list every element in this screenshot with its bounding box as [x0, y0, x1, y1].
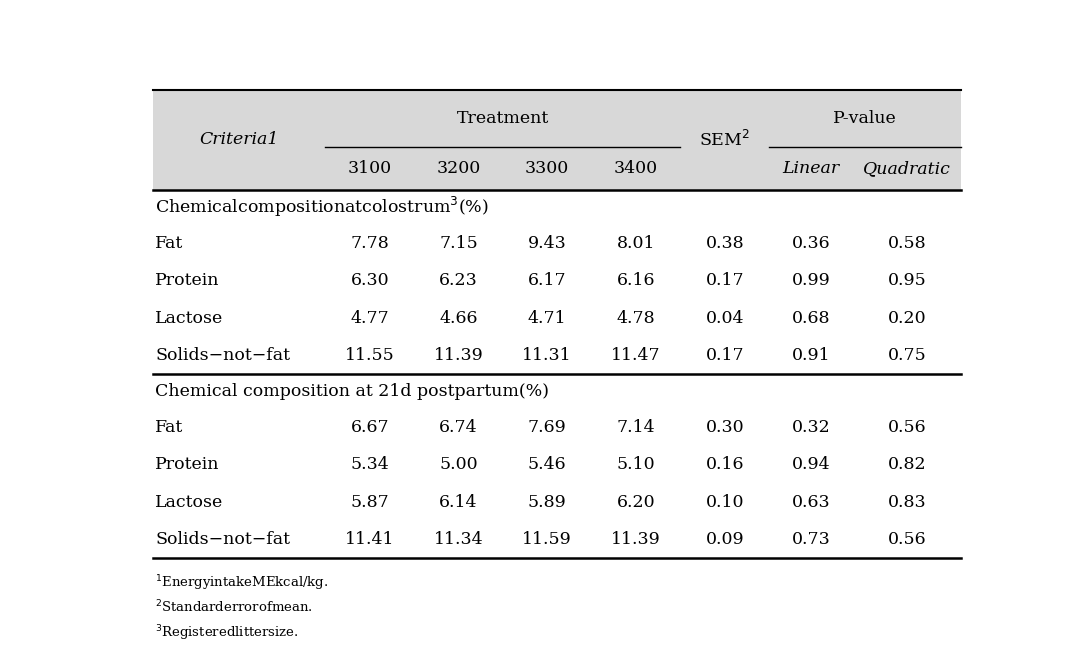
Text: $^{1}$EnergyintakeMEkcal/kg.: $^{1}$EnergyintakeMEkcal/kg. [155, 573, 328, 593]
Text: 6.23: 6.23 [439, 272, 478, 289]
Text: 0.73: 0.73 [792, 531, 831, 548]
Text: 0.95: 0.95 [887, 272, 926, 289]
Text: Chemicalcompositionatcolostrum$^{3}$(%): Chemicalcompositionatcolostrum$^{3}$(%) [155, 195, 489, 219]
Text: 11.39: 11.39 [433, 347, 483, 364]
Text: 11.34: 11.34 [433, 531, 483, 548]
Text: Fat: Fat [155, 419, 184, 436]
Text: 4.78: 4.78 [617, 309, 655, 327]
Text: 6.14: 6.14 [439, 494, 478, 511]
Text: 0.17: 0.17 [706, 347, 744, 364]
Text: P-value: P-value [833, 110, 897, 127]
Text: Protein: Protein [155, 272, 219, 289]
Text: 5.89: 5.89 [528, 494, 567, 511]
Text: 5.46: 5.46 [528, 457, 567, 474]
Text: 3400: 3400 [614, 160, 658, 177]
Text: 5.34: 5.34 [351, 457, 389, 474]
Text: SEM$^{2}$: SEM$^{2}$ [699, 130, 750, 150]
Text: $^{3}$Registeredlittersize.: $^{3}$Registeredlittersize. [155, 623, 299, 642]
Text: 11.59: 11.59 [522, 531, 572, 548]
Text: 4.66: 4.66 [439, 309, 478, 327]
Text: 0.82: 0.82 [887, 457, 926, 474]
Text: 0.68: 0.68 [792, 309, 831, 327]
Text: 11.41: 11.41 [345, 531, 394, 548]
Text: 6.17: 6.17 [528, 272, 567, 289]
Text: Protein: Protein [155, 457, 219, 474]
Text: 0.32: 0.32 [792, 419, 831, 436]
Text: 5.87: 5.87 [351, 494, 389, 511]
Text: 0.56: 0.56 [887, 531, 926, 548]
Text: 11.31: 11.31 [522, 347, 572, 364]
Text: 7.69: 7.69 [528, 419, 567, 436]
Text: Lactose: Lactose [155, 309, 224, 327]
Text: Lactose: Lactose [155, 494, 224, 511]
Text: 6.30: 6.30 [351, 272, 389, 289]
Text: 0.36: 0.36 [792, 235, 831, 252]
Text: 0.99: 0.99 [792, 272, 831, 289]
Text: Treatment: Treatment [457, 110, 550, 127]
Text: 0.10: 0.10 [706, 494, 744, 511]
Text: 6.16: 6.16 [617, 272, 655, 289]
Text: 0.16: 0.16 [706, 457, 744, 474]
Bar [152, 90, 960, 190]
Text: 6.74: 6.74 [439, 419, 478, 436]
Text: 7.14: 7.14 [617, 419, 655, 436]
Text: Solids−not−fat: Solids−not−fat [155, 531, 290, 548]
Text: Chemical composition at 21d postpartum(%): Chemical composition at 21d postpartum(%… [155, 383, 550, 400]
Text: 0.30: 0.30 [706, 419, 744, 436]
Text: 4.71: 4.71 [528, 309, 567, 327]
Text: 11.55: 11.55 [345, 347, 394, 364]
Text: Criteria1: Criteria1 [200, 131, 279, 148]
Text: 0.83: 0.83 [887, 494, 926, 511]
Text: 0.17: 0.17 [706, 272, 744, 289]
Text: 5.10: 5.10 [617, 457, 655, 474]
Text: 8.01: 8.01 [617, 235, 655, 252]
Text: 0.56: 0.56 [887, 419, 926, 436]
Text: 11.39: 11.39 [611, 531, 661, 548]
Text: 4.77: 4.77 [351, 309, 389, 327]
Text: Solids−not−fat: Solids−not−fat [155, 347, 290, 364]
Text: 0.75: 0.75 [887, 347, 926, 364]
Text: Fat: Fat [155, 235, 184, 252]
Text: 11.47: 11.47 [611, 347, 660, 364]
Text: 3300: 3300 [526, 160, 569, 177]
Text: 9.43: 9.43 [528, 235, 567, 252]
Text: 3200: 3200 [437, 160, 481, 177]
Text: $^{2}$Standarderrorofmean.: $^{2}$Standarderrorofmean. [155, 598, 313, 615]
Text: 6.67: 6.67 [351, 419, 389, 436]
Text: 3100: 3100 [348, 160, 392, 177]
Text: 0.91: 0.91 [792, 347, 831, 364]
Text: 0.63: 0.63 [792, 494, 831, 511]
Text: 0.09: 0.09 [706, 531, 744, 548]
Text: 0.38: 0.38 [706, 235, 744, 252]
Text: 5.00: 5.00 [439, 457, 478, 474]
Text: Quadratic: Quadratic [863, 160, 951, 177]
Text: 6.20: 6.20 [617, 494, 655, 511]
Text: Linear: Linear [783, 160, 839, 177]
Text: 0.04: 0.04 [706, 309, 744, 327]
Text: 0.20: 0.20 [887, 309, 926, 327]
Text: 7.78: 7.78 [351, 235, 389, 252]
Text: 7.15: 7.15 [439, 235, 478, 252]
Text: 0.94: 0.94 [792, 457, 831, 474]
Text: 0.58: 0.58 [887, 235, 926, 252]
